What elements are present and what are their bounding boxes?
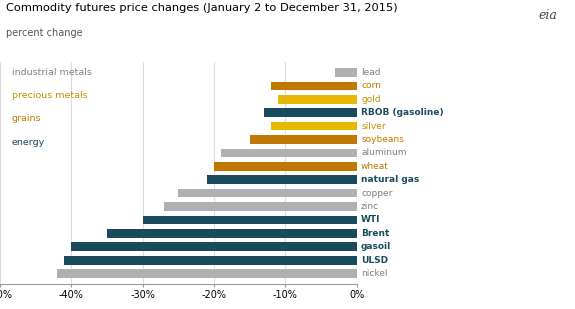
Bar <box>178 189 356 197</box>
Text: lead: lead <box>361 68 381 77</box>
Text: eia: eia <box>539 9 558 22</box>
Text: grains: grains <box>12 114 41 123</box>
Bar <box>250 135 356 144</box>
Text: copper: copper <box>361 188 393 198</box>
Bar <box>271 82 356 90</box>
Text: aluminum: aluminum <box>361 148 407 158</box>
Text: wheat: wheat <box>361 162 389 171</box>
Text: gasoil: gasoil <box>361 242 392 251</box>
Bar <box>64 256 356 265</box>
Text: zinc: zinc <box>361 202 380 211</box>
Bar <box>271 122 356 130</box>
Bar <box>143 216 356 224</box>
Text: nickel: nickel <box>361 269 388 278</box>
Bar <box>335 68 356 77</box>
Text: industrial metals: industrial metals <box>12 68 91 77</box>
Bar <box>207 176 356 184</box>
Bar <box>278 95 356 104</box>
Bar <box>71 242 356 251</box>
Text: energy: energy <box>12 138 45 146</box>
Bar <box>107 229 356 238</box>
Text: percent change: percent change <box>6 28 82 38</box>
Text: natural gas: natural gas <box>361 175 419 184</box>
Bar <box>164 202 356 211</box>
Text: corn: corn <box>361 82 381 91</box>
Text: ULSD: ULSD <box>361 256 388 265</box>
Bar <box>214 162 356 171</box>
Text: gold: gold <box>361 95 381 104</box>
Bar <box>221 149 356 157</box>
Text: Commodity futures price changes (January 2 to December 31, 2015): Commodity futures price changes (January… <box>6 3 397 13</box>
Text: Brent: Brent <box>361 229 389 238</box>
Text: silver: silver <box>361 122 386 131</box>
Text: RBOB (gasoline): RBOB (gasoline) <box>361 108 444 117</box>
Text: precious metals: precious metals <box>12 91 87 100</box>
Text: WTI: WTI <box>361 215 381 224</box>
Bar <box>57 269 356 278</box>
Text: soybeans: soybeans <box>361 135 404 144</box>
Bar <box>264 108 356 117</box>
